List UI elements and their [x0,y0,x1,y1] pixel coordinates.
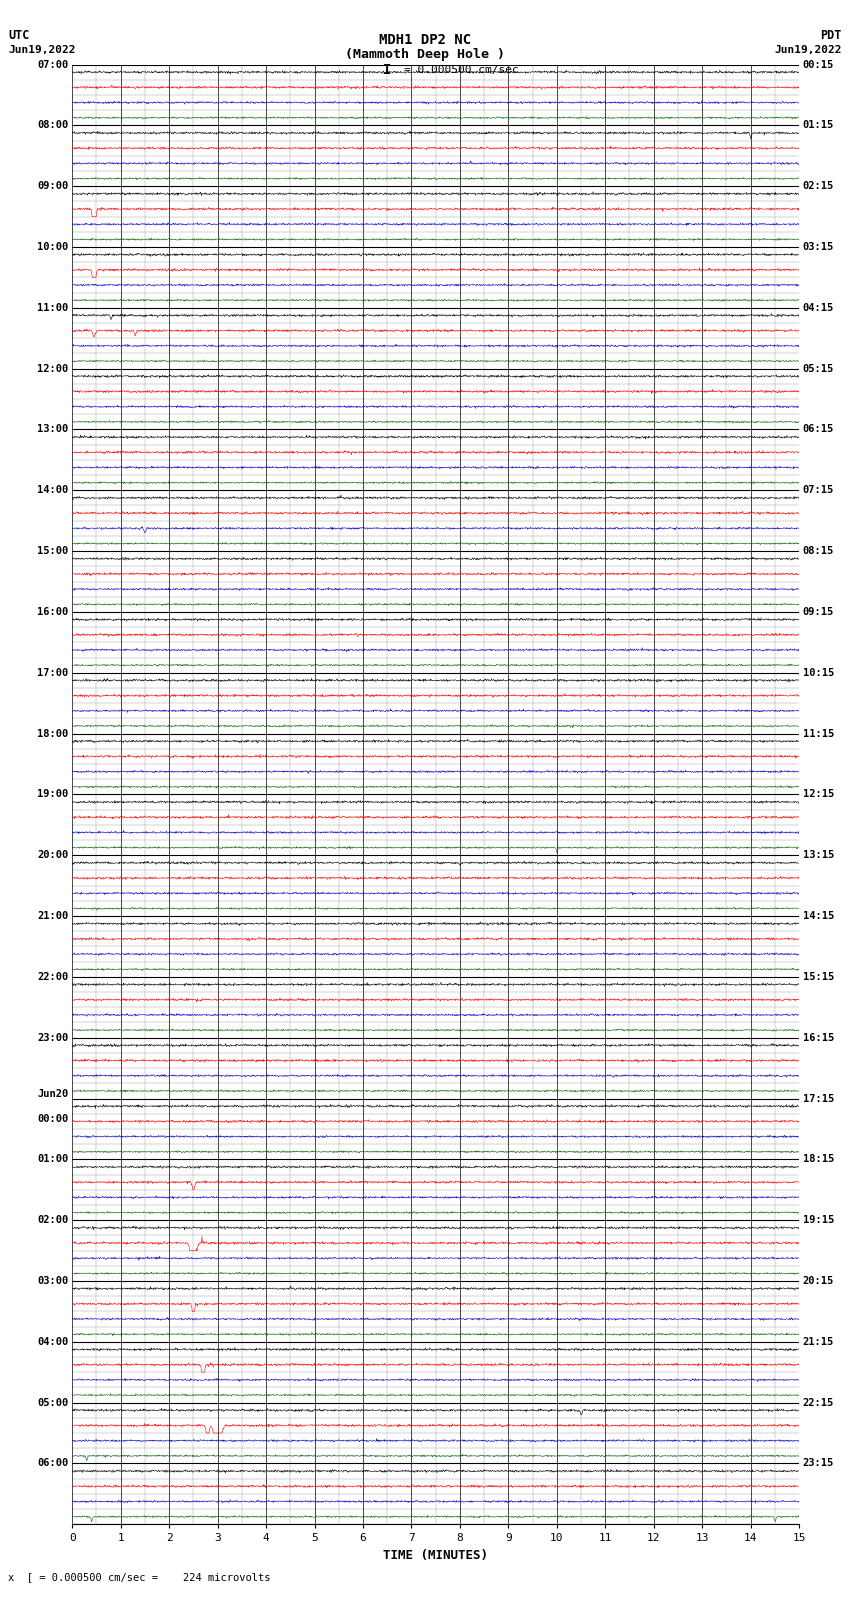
Text: 10:00: 10:00 [37,242,69,252]
Text: 15:00: 15:00 [37,547,69,556]
Text: Jun20: Jun20 [37,1089,69,1098]
Text: 01:15: 01:15 [802,121,834,131]
Text: 08:00: 08:00 [37,121,69,131]
X-axis label: TIME (MINUTES): TIME (MINUTES) [383,1548,488,1561]
Text: 11:00: 11:00 [37,303,69,313]
Text: 04:15: 04:15 [802,303,834,313]
Text: 08:15: 08:15 [802,547,834,556]
Text: 02:00: 02:00 [37,1215,69,1226]
Text: Jun19,2022: Jun19,2022 [774,45,842,55]
Text: I: I [382,63,391,77]
Text: 15:15: 15:15 [802,973,834,982]
Text: 19:00: 19:00 [37,789,69,800]
Text: x  [ = 0.000500 cm/sec =    224 microvolts: x [ = 0.000500 cm/sec = 224 microvolts [8,1573,271,1582]
Text: 01:00: 01:00 [37,1155,69,1165]
Text: 04:00: 04:00 [37,1337,69,1347]
Text: 22:15: 22:15 [802,1397,834,1408]
Text: PDT: PDT [820,29,842,42]
Text: 23:15: 23:15 [802,1458,834,1468]
Text: 09:15: 09:15 [802,606,834,616]
Text: 20:15: 20:15 [802,1276,834,1286]
Text: Jun19,2022: Jun19,2022 [8,45,76,55]
Text: 06:15: 06:15 [802,424,834,434]
Text: 10:15: 10:15 [802,668,834,677]
Text: 23:00: 23:00 [37,1032,69,1042]
Text: 02:15: 02:15 [802,181,834,192]
Text: (Mammoth Deep Hole ): (Mammoth Deep Hole ) [345,48,505,61]
Text: 18:00: 18:00 [37,729,69,739]
Text: 12:15: 12:15 [802,789,834,800]
Text: 05:00: 05:00 [37,1397,69,1408]
Text: 14:00: 14:00 [37,486,69,495]
Text: 11:15: 11:15 [802,729,834,739]
Text: 22:00: 22:00 [37,973,69,982]
Text: 12:00: 12:00 [37,363,69,374]
Text: 03:00: 03:00 [37,1276,69,1286]
Text: 03:15: 03:15 [802,242,834,252]
Text: UTC: UTC [8,29,30,42]
Text: 00:00: 00:00 [37,1113,69,1124]
Text: 05:15: 05:15 [802,363,834,374]
Text: 16:15: 16:15 [802,1032,834,1042]
Text: 13:00: 13:00 [37,424,69,434]
Text: 17:15: 17:15 [802,1094,834,1103]
Text: 19:15: 19:15 [802,1215,834,1226]
Text: 14:15: 14:15 [802,911,834,921]
Text: 16:00: 16:00 [37,606,69,616]
Text: 06:00: 06:00 [37,1458,69,1468]
Text: 07:15: 07:15 [802,486,834,495]
Text: 07:00: 07:00 [37,60,69,69]
Text: 09:00: 09:00 [37,181,69,192]
Text: MDH1 DP2 NC: MDH1 DP2 NC [379,32,471,47]
Text: 21:15: 21:15 [802,1337,834,1347]
Text: 17:00: 17:00 [37,668,69,677]
Text: 18:15: 18:15 [802,1155,834,1165]
Text: 20:00: 20:00 [37,850,69,860]
Text: 13:15: 13:15 [802,850,834,860]
Text: 00:15: 00:15 [802,60,834,69]
Text: = 0.000500 cm/sec: = 0.000500 cm/sec [404,65,518,76]
Text: 21:00: 21:00 [37,911,69,921]
